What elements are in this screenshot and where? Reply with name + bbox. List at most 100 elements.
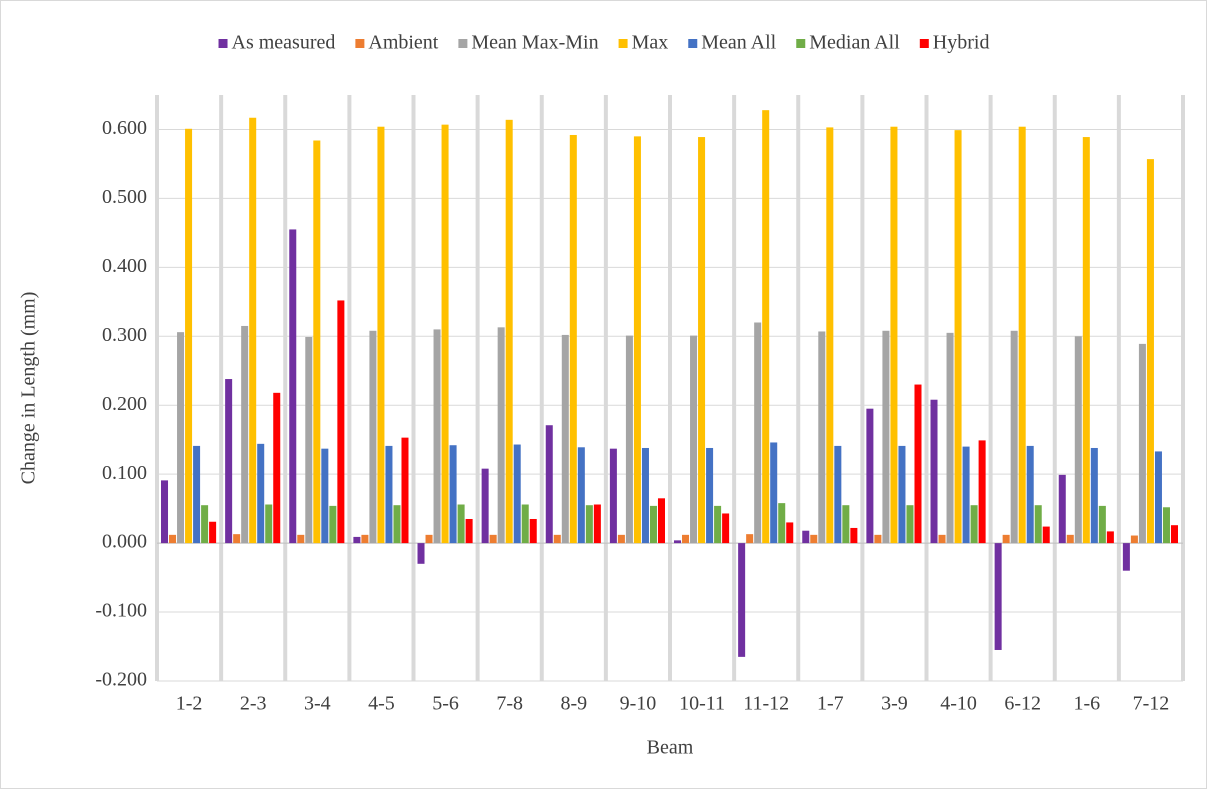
bar	[1010, 330, 1018, 544]
bar	[1058, 474, 1066, 544]
bar	[898, 445, 906, 544]
bar	[826, 127, 834, 544]
bar	[161, 480, 169, 544]
bar	[361, 534, 369, 544]
bar	[994, 543, 1002, 650]
bar	[714, 505, 722, 544]
bar	[273, 392, 281, 544]
bar	[417, 543, 425, 564]
x-tick-label: 8-9	[560, 693, 587, 715]
bar	[193, 445, 201, 544]
bar	[545, 425, 553, 544]
bar	[529, 518, 537, 544]
x-tick-label: 11-12	[743, 693, 789, 715]
y-tick-label: 0.000	[102, 531, 147, 553]
bar	[770, 442, 778, 544]
bar	[489, 534, 497, 544]
bar	[249, 117, 257, 544]
bar	[1130, 535, 1138, 544]
bar	[914, 384, 922, 544]
y-tick-label: 0.300	[102, 324, 147, 346]
legend-swatch	[355, 39, 365, 48]
bar	[257, 443, 265, 544]
bar	[978, 440, 986, 544]
legend-label: Ambient	[368, 32, 438, 54]
bar	[609, 448, 617, 544]
bar	[553, 534, 561, 544]
bar	[521, 504, 529, 544]
bar	[842, 505, 850, 544]
x-tick-label: 10-11	[679, 693, 725, 715]
bar	[778, 503, 786, 544]
bar	[818, 331, 826, 544]
legend-swatch	[618, 39, 628, 48]
x-tick-label: 1-7	[817, 693, 844, 715]
x-tick-label: 1-2	[176, 693, 203, 715]
legend-label: Hybrid	[933, 32, 990, 54]
bar	[722, 513, 730, 544]
bar	[954, 130, 962, 544]
bar	[1018, 126, 1026, 544]
x-tick-label: 3-9	[881, 693, 908, 715]
y-tick-label: -0.100	[95, 600, 147, 622]
x-tick-label: 4-10	[940, 693, 977, 715]
bar	[617, 534, 625, 544]
x-tick-label: 2-3	[240, 693, 267, 715]
bar	[625, 335, 633, 544]
bar	[1002, 534, 1010, 544]
bar	[1082, 137, 1090, 544]
bar	[810, 534, 818, 544]
bar	[633, 136, 641, 544]
bar	[938, 534, 946, 544]
bar	[1162, 507, 1170, 544]
bar	[930, 399, 938, 544]
bar	[369, 330, 377, 544]
bar	[762, 110, 770, 544]
legend-swatch	[919, 39, 929, 48]
bar	[962, 446, 970, 544]
y-tick-label: -0.200	[95, 669, 147, 691]
bar	[329, 505, 337, 544]
x-tick-label: 5-6	[432, 693, 459, 715]
bar	[657, 498, 665, 544]
bar	[393, 505, 401, 544]
bar	[297, 534, 305, 544]
bar	[1042, 526, 1050, 544]
bar	[569, 134, 577, 544]
legend-swatch	[458, 39, 468, 48]
bar	[457, 504, 465, 544]
x-tick-label: 4-5	[368, 693, 395, 715]
bar	[497, 327, 505, 544]
bar	[802, 530, 810, 544]
bar	[1074, 336, 1082, 544]
bar	[682, 534, 690, 544]
legend-label: Mean All	[701, 32, 776, 54]
bar	[874, 534, 882, 544]
bar	[850, 527, 858, 544]
bar	[746, 534, 754, 544]
bar	[201, 505, 209, 544]
bar	[706, 447, 714, 544]
bar	[1146, 159, 1154, 544]
bar	[1154, 451, 1162, 544]
bar	[970, 505, 978, 544]
x-tick-label: 9-10	[620, 693, 657, 715]
bar	[265, 504, 273, 544]
bar	[561, 334, 569, 544]
bar	[1026, 445, 1034, 544]
bar	[1098, 505, 1106, 544]
bar	[698, 137, 706, 544]
bar	[890, 126, 898, 544]
x-tick-label: 1-6	[1073, 693, 1100, 715]
bar	[433, 329, 441, 544]
bar	[754, 322, 762, 544]
bar	[225, 379, 233, 544]
bar	[738, 543, 746, 657]
bar	[1138, 343, 1146, 544]
bar	[906, 505, 914, 544]
bar	[233, 534, 241, 544]
bar	[385, 445, 393, 544]
bar	[241, 325, 249, 544]
